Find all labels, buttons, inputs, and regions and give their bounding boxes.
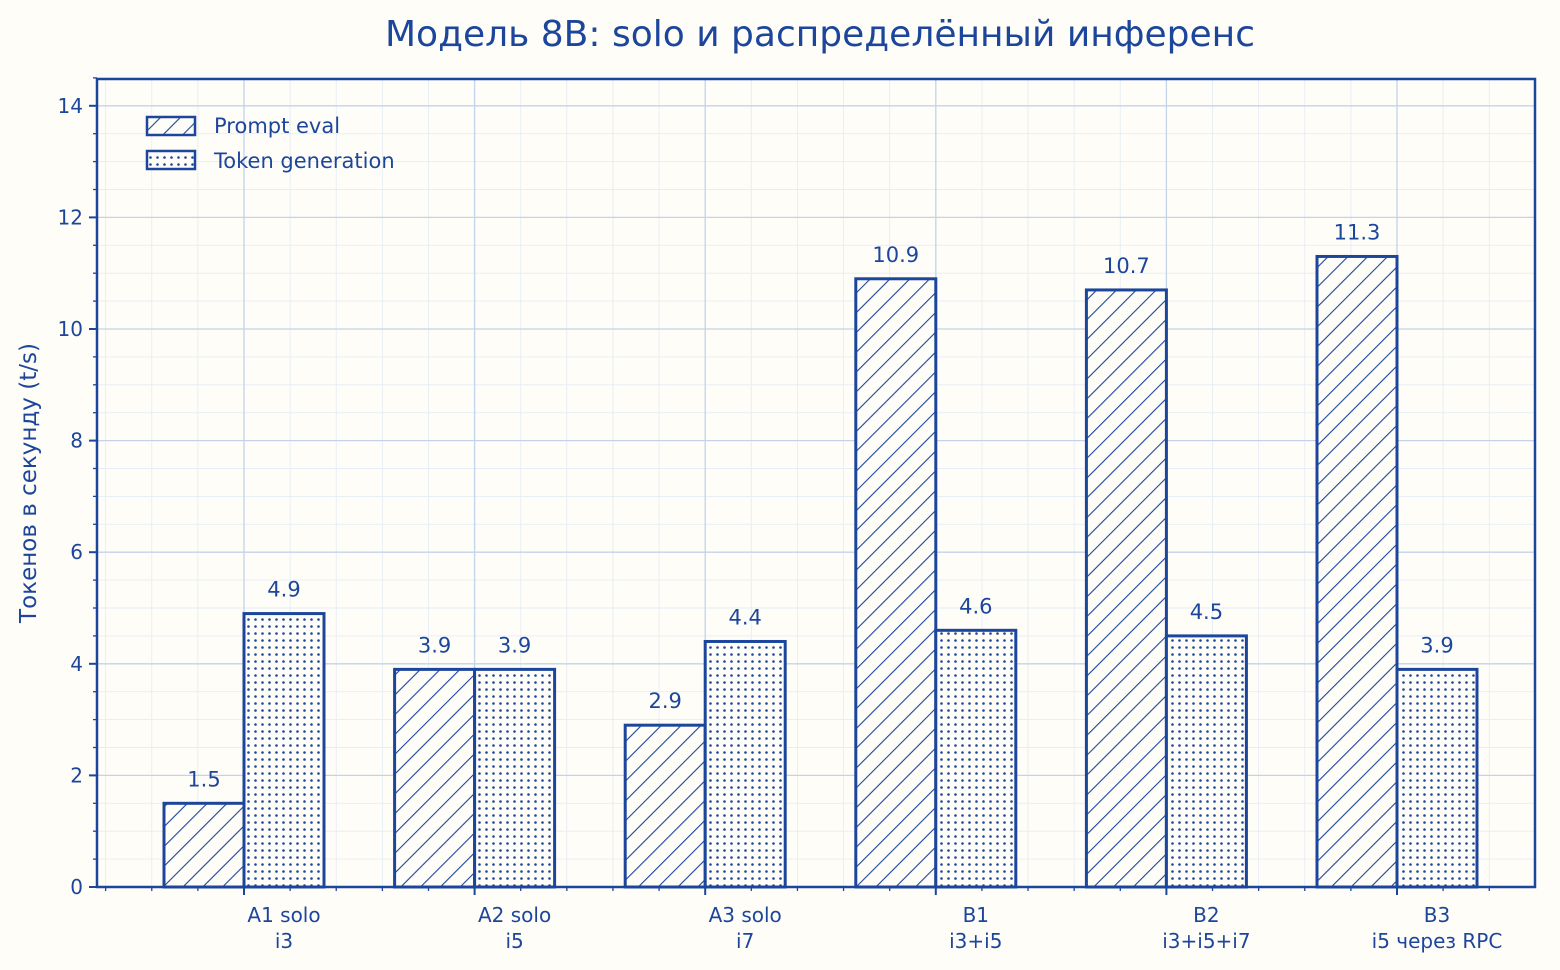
x-tick-label-sub: i3+i5 [949, 929, 1002, 953]
bar-value-label: 11.3 [1334, 220, 1381, 244]
bars [162, 254, 1479, 889]
bar-token-generation [1164, 634, 1248, 889]
legend-label-token-generation: Token generation [213, 149, 395, 173]
bar-token-generation [242, 612, 326, 889]
bar-token-generation [703, 639, 787, 889]
legend-swatch-prompt-eval [145, 115, 197, 137]
bar-token-generation [1395, 667, 1479, 889]
legend-label-prompt-eval: Prompt eval [214, 114, 340, 138]
bar-value-label: 4.9 [267, 578, 300, 602]
y-tick-label: 4 [70, 652, 83, 676]
x-tick-label: A3 solo [709, 903, 782, 927]
bar-labels: 1.5 3.9 2.9 10.9 10.7 11.3 4.9 3.9 4.4 4.6 4.5 3.9 [187, 220, 1453, 791]
y-tick-label: 0 [70, 875, 83, 899]
x-tick-label-sub: i7 [736, 929, 754, 953]
x-tick-label: B3 [1424, 903, 1450, 927]
x-tick-label-sub: i5 [505, 929, 523, 953]
x-tick-label: B2 [1193, 903, 1219, 927]
y-tick-label: 14 [58, 94, 83, 118]
bar-value-label: 3.9 [418, 633, 451, 657]
bar-value-label: 4.5 [1190, 600, 1223, 624]
bar-prompt-eval [393, 667, 477, 889]
y-axis: 0 2 4 6 8 10 12 14 [58, 77, 97, 899]
y-tick-label: 12 [58, 205, 83, 229]
bar-prompt-eval [1084, 288, 1168, 889]
bar-value-label: 2.9 [648, 689, 681, 713]
bar-prompt-eval [162, 801, 246, 889]
x-tick-label: A1 solo [247, 903, 320, 927]
bar-value-label: 3.9 [498, 633, 531, 657]
bar-value-label: 1.5 [187, 767, 220, 791]
bar-token-generation [473, 667, 557, 889]
y-tick-label: 8 [70, 429, 83, 453]
bar-prompt-eval [854, 277, 938, 889]
plot-area [95, 77, 1537, 889]
bar-value-label: 4.4 [728, 605, 761, 629]
x-tick-label: A2 solo [478, 903, 551, 927]
bar-value-label: 10.9 [872, 243, 919, 267]
x-tick-label-sub: i3 [275, 929, 293, 953]
y-tick-label: 6 [70, 540, 83, 564]
x-tick-label-sub: i5 через RPC [1372, 929, 1503, 953]
y-axis-label: Токенов в секунду (t/s) [16, 343, 42, 624]
x-tick-label-sub: i3+i5+i7 [1162, 929, 1250, 953]
legend-swatch-token-generation [145, 149, 197, 171]
x-tick-label: B1 [963, 903, 989, 927]
chart-title: Модель 8B: solo и распределённый инферен… [385, 14, 1255, 55]
bar-value-label: 4.6 [959, 594, 992, 618]
bar-prompt-eval [623, 723, 707, 889]
bar-value-label: 10.7 [1103, 254, 1150, 278]
y-tick-label: 10 [58, 317, 83, 341]
bar-prompt-eval [1315, 254, 1399, 889]
legend: Prompt eval Token generation [145, 114, 395, 173]
bar-value-label: 3.9 [1420, 633, 1453, 657]
bar-token-generation [934, 628, 1018, 889]
y-tick-label: 2 [70, 763, 83, 787]
